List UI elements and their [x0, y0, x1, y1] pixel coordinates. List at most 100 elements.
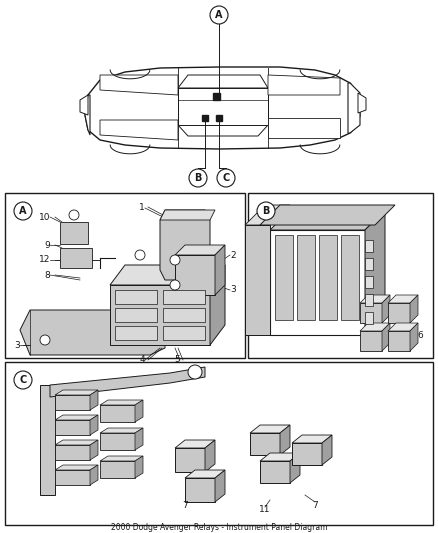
Polygon shape: [110, 285, 210, 345]
Polygon shape: [55, 395, 90, 410]
Circle shape: [188, 365, 202, 379]
Circle shape: [217, 169, 235, 187]
Polygon shape: [100, 433, 135, 450]
Polygon shape: [55, 390, 98, 395]
Polygon shape: [175, 448, 205, 472]
Polygon shape: [268, 75, 340, 95]
Polygon shape: [382, 323, 390, 351]
Bar: [163, 290, 205, 304]
Polygon shape: [210, 265, 225, 345]
Polygon shape: [290, 453, 300, 483]
Polygon shape: [382, 295, 390, 323]
Polygon shape: [55, 445, 90, 460]
Polygon shape: [160, 210, 215, 220]
Polygon shape: [292, 435, 332, 443]
Polygon shape: [55, 470, 90, 485]
Polygon shape: [110, 265, 225, 285]
Polygon shape: [250, 433, 280, 455]
Polygon shape: [90, 390, 98, 410]
Polygon shape: [90, 465, 98, 485]
Polygon shape: [360, 303, 382, 323]
Polygon shape: [100, 456, 143, 461]
Bar: [5, 193, 245, 358]
Bar: [115, 290, 157, 304]
Text: C: C: [19, 375, 27, 385]
Bar: [365, 294, 373, 306]
Bar: [115, 308, 157, 322]
Bar: [365, 258, 373, 270]
Bar: [248, 193, 433, 358]
Text: 1: 1: [139, 204, 145, 213]
Bar: [365, 240, 373, 252]
Bar: [297, 235, 315, 320]
Polygon shape: [55, 440, 98, 445]
Polygon shape: [245, 225, 270, 335]
Polygon shape: [178, 125, 268, 136]
Polygon shape: [185, 470, 225, 478]
Polygon shape: [85, 67, 360, 149]
Polygon shape: [260, 205, 395, 225]
Polygon shape: [388, 323, 418, 331]
Polygon shape: [40, 385, 55, 495]
Bar: [163, 326, 205, 340]
Polygon shape: [365, 210, 385, 335]
Polygon shape: [100, 75, 178, 95]
Text: 7: 7: [182, 500, 188, 510]
Polygon shape: [260, 453, 300, 461]
Polygon shape: [55, 415, 98, 420]
Polygon shape: [360, 295, 390, 303]
Polygon shape: [348, 83, 360, 133]
Polygon shape: [280, 425, 290, 455]
Polygon shape: [360, 331, 382, 351]
Text: B: B: [262, 206, 270, 216]
Polygon shape: [270, 210, 385, 230]
Bar: [163, 308, 205, 322]
Polygon shape: [178, 75, 268, 88]
Text: A: A: [215, 10, 223, 20]
Text: 6: 6: [417, 330, 423, 340]
Polygon shape: [175, 245, 225, 255]
Polygon shape: [135, 456, 143, 478]
Bar: [319, 235, 337, 320]
Polygon shape: [135, 400, 143, 422]
Polygon shape: [100, 405, 135, 422]
Bar: [115, 326, 157, 340]
Polygon shape: [185, 478, 215, 502]
Circle shape: [210, 6, 228, 24]
Text: 3: 3: [14, 341, 20, 350]
Text: 8: 8: [44, 271, 50, 279]
Polygon shape: [80, 95, 88, 115]
Circle shape: [170, 280, 180, 290]
Text: 9: 9: [44, 240, 50, 249]
Bar: [275, 235, 293, 320]
Bar: [365, 276, 373, 288]
Polygon shape: [215, 470, 225, 502]
Polygon shape: [55, 420, 90, 435]
Polygon shape: [245, 205, 290, 225]
Text: 7: 7: [312, 500, 318, 510]
Bar: [341, 235, 359, 320]
Polygon shape: [100, 461, 135, 478]
Bar: [365, 312, 373, 324]
Text: 12: 12: [39, 255, 50, 264]
Polygon shape: [358, 93, 366, 113]
Polygon shape: [160, 210, 210, 280]
Bar: [5, 362, 433, 525]
Polygon shape: [100, 428, 143, 433]
Text: 4: 4: [139, 356, 145, 365]
Text: B: B: [194, 173, 201, 183]
Bar: [213, 93, 220, 100]
Polygon shape: [268, 118, 340, 138]
Bar: [60, 222, 88, 244]
Circle shape: [135, 250, 145, 260]
Circle shape: [257, 202, 275, 220]
Polygon shape: [55, 465, 98, 470]
Polygon shape: [410, 295, 418, 323]
Polygon shape: [388, 331, 410, 351]
Polygon shape: [205, 440, 215, 472]
Text: 2000 Dodge Avenger Relays - Instrument Panel Diagram: 2000 Dodge Avenger Relays - Instrument P…: [111, 522, 327, 531]
Polygon shape: [388, 295, 418, 303]
Text: C: C: [223, 173, 230, 183]
Text: 2: 2: [230, 251, 236, 260]
Polygon shape: [90, 440, 98, 460]
